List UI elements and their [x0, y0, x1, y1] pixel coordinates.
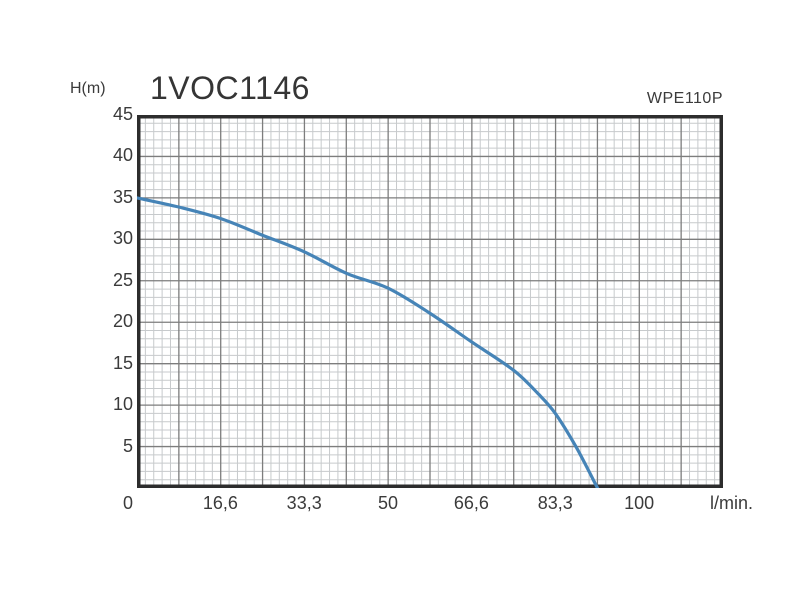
- x-tick-label: 33,3: [286, 493, 322, 513]
- y-tick-label: 20: [112, 311, 133, 332]
- y-tick-label: 25: [112, 269, 133, 290]
- x-tick-label: 50: [378, 493, 399, 513]
- x-tick-label: 66,6: [453, 493, 489, 513]
- x-tick-label: 100: [624, 493, 655, 513]
- y-tick-label: 40: [112, 145, 133, 166]
- y-tick-label: 15: [112, 352, 133, 373]
- x-tick-label: 0: [122, 493, 134, 513]
- plot-border: [137, 115, 723, 488]
- y-axis-unit-label: H(m): [70, 80, 106, 97]
- y-tick-label: 45: [112, 104, 133, 124]
- chart-title: 1VOC1146: [150, 70, 310, 106]
- x-tick-label: 16,6: [202, 493, 238, 513]
- y-tick-label: 5: [122, 435, 133, 456]
- y-tick-label: 30: [112, 228, 133, 249]
- pump-model-label: WPE110P: [646, 90, 723, 107]
- y-tick-label: 10: [112, 394, 133, 415]
- y-tick-label: 35: [112, 186, 133, 207]
- grid-major-lines: [137, 115, 723, 488]
- pump-curve: [137, 196, 600, 488]
- x-axis-unit-label: l/min.: [710, 493, 754, 513]
- x-tick-label: 83,3: [537, 493, 573, 513]
- plot-area: [137, 115, 723, 488]
